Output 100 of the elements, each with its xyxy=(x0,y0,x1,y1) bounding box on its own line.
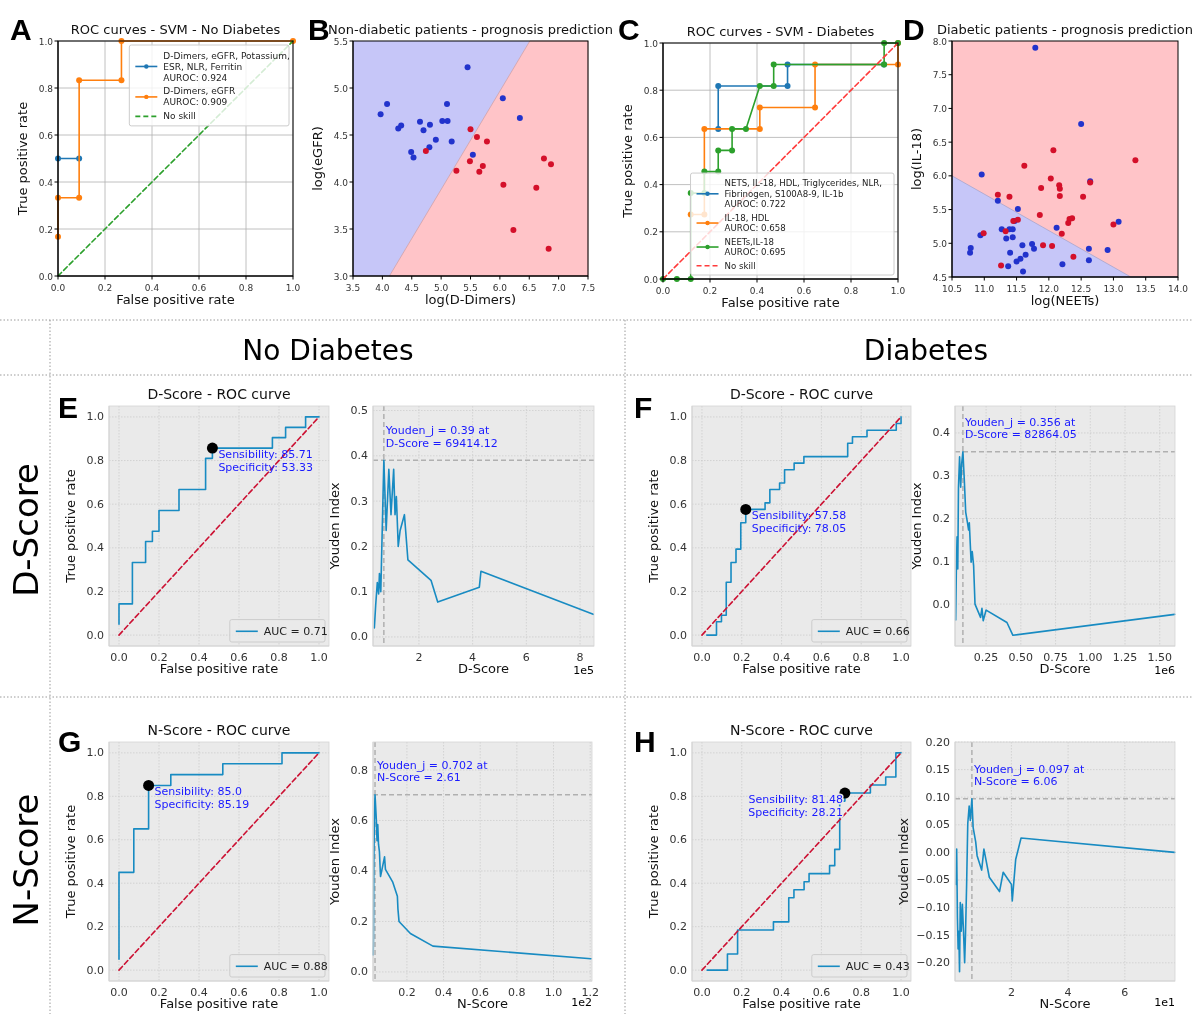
x-tick-label: 1.0 xyxy=(310,986,328,999)
x-tick-label: 6 xyxy=(522,651,530,664)
x-axis-title: log(D-Dimers) xyxy=(424,292,517,307)
x-tick-label: 4.0 xyxy=(375,283,390,293)
x-tick-label: 0.75 xyxy=(1043,651,1068,664)
y-tick-label: 1.0 xyxy=(669,410,687,424)
y-tick-label: 0.6 xyxy=(643,132,659,143)
x-axis-title: N-Score xyxy=(457,996,508,1011)
y-tick-label: 1.0 xyxy=(643,38,659,49)
y-tick-label: 0.05 xyxy=(925,818,950,832)
annotation: Youden_j = 0.702 at N-Score = 2.61 xyxy=(376,758,489,785)
y-axis-title: Youden Index xyxy=(908,482,924,571)
y-axis-title: True positive rate xyxy=(62,469,78,584)
x-tick-label: 0.6 xyxy=(796,286,812,296)
text: No Diabetes xyxy=(242,334,414,367)
y-tick-label: 0.4 xyxy=(350,864,368,878)
y-tick-label: 0.0 xyxy=(669,628,687,642)
x-tick-label: 4 xyxy=(1064,986,1072,999)
y-tick-label: 4.5 xyxy=(932,272,947,283)
y-tick-label: 0.4 xyxy=(86,876,104,890)
x-tick-label: 4 xyxy=(469,651,477,664)
text: 1e5 xyxy=(573,664,594,677)
x-tick-label: 0.6 xyxy=(471,986,489,999)
x-tick-label: 0.8 xyxy=(852,651,870,664)
x-axis-title: False positive rate xyxy=(721,295,840,310)
y-axis-title: Youden Index xyxy=(896,817,911,906)
text: E xyxy=(58,391,79,424)
x-tick-label: 14.0 xyxy=(1167,284,1189,294)
y-tick-label: 0.6 xyxy=(38,130,54,141)
y-tick-label: 0.4 xyxy=(932,426,950,440)
y-tick-label: 0.8 xyxy=(669,454,687,468)
y-tick-label: 0.0 xyxy=(669,963,687,977)
x-tick-label: 0.2 xyxy=(398,986,416,999)
x-axis-title: D-Score xyxy=(457,661,510,676)
x-tick-label: 0.0 xyxy=(110,986,128,999)
x-tick-label: 4.5 xyxy=(404,283,419,293)
y-axis-title: True positive rate xyxy=(645,804,661,920)
legend-label: D-Dimers, eGFR, Potassium, ESR, NLR, Ferritin AUROC: 0.924 xyxy=(163,50,290,83)
annotation: Youden_j = 0.39 at D-Score = 69414.12 xyxy=(384,424,498,450)
y-tick-label: 0.8 xyxy=(38,83,54,94)
x-tick-label: 1.0 xyxy=(892,986,910,999)
y-tick-label: 1.0 xyxy=(86,746,104,760)
y-axis-title: True positive rate xyxy=(645,469,661,584)
chart-title: N-Score - ROC curve xyxy=(730,722,873,738)
text: B xyxy=(308,13,330,46)
y-tick-label: 0.2 xyxy=(86,584,104,598)
x-tick-label: 0.0 xyxy=(693,986,711,999)
x-tick-label: 0.8 xyxy=(852,986,870,999)
y-tick-label: −0.05 xyxy=(916,873,950,887)
text: 1e1 xyxy=(1154,996,1175,1009)
chart-title: Diabetic patients - prognosis prediction xyxy=(936,22,1192,37)
x-axis-title: False positive rate xyxy=(742,996,861,1011)
x-tick-label: 0.6 xyxy=(191,283,207,293)
x-axis-title: False positive rate xyxy=(159,996,279,1011)
y-tick-label: 0.0 xyxy=(350,965,368,979)
text: 1e6 xyxy=(1154,664,1175,677)
x-tick-label: 0.2 xyxy=(97,283,113,293)
text: Diabetes xyxy=(863,334,989,367)
y-tick-label: 0.1 xyxy=(350,585,368,599)
y-tick-label: 0.6 xyxy=(350,813,368,827)
y-tick-label: 0.15 xyxy=(925,763,950,777)
x-tick-label: 1.0 xyxy=(892,651,910,664)
x-tick-label: 8 xyxy=(576,651,584,664)
y-tick-label: 5.0 xyxy=(333,83,349,94)
y-tick-label: 0.0 xyxy=(932,597,950,611)
x-tick-label: 0.0 xyxy=(655,286,671,296)
x-tick-label: 0.4 xyxy=(749,286,765,296)
x-tick-label: 10.5 xyxy=(941,284,963,294)
legend-label: AUC = 0.66 xyxy=(845,625,910,639)
y-tick-label: 3.5 xyxy=(333,224,348,235)
y-tick-label: 1.0 xyxy=(669,746,687,760)
y-tick-label: 0.00 xyxy=(925,845,950,859)
x-tick-label: 0.4 xyxy=(190,651,208,664)
x-tick-label: 11.5 xyxy=(1006,284,1027,294)
y-tick-label: 0.2 xyxy=(669,584,687,598)
x-axis-title: False positive rate xyxy=(116,292,235,307)
y-tick-label: 0.4 xyxy=(669,876,687,890)
y-tick-label: 0.2 xyxy=(643,227,658,238)
y-tick-label: 0.6 xyxy=(669,497,687,511)
text: D xyxy=(903,13,925,46)
x-tick-label: 0.0 xyxy=(693,651,711,664)
y-tick-label: 5.5 xyxy=(333,36,348,47)
y-tick-label: 0.6 xyxy=(86,833,104,847)
y-tick-label: 0.5 xyxy=(350,404,368,418)
annotation: Youden_j = 0.356 at D-Score = 82864.05 xyxy=(963,415,1077,442)
legend-label: No skill xyxy=(163,111,196,122)
legend-label: AUC = 0.43 xyxy=(845,960,910,974)
y-tick-label: 8.0 xyxy=(932,36,948,47)
x-axis-title: log(NEETs) xyxy=(1030,293,1100,308)
legend-label: IL-18, HDL AUROC: 0.658 xyxy=(724,212,786,234)
y-tick-label: −0.10 xyxy=(916,901,950,915)
x-tick-label: 0.8 xyxy=(270,986,288,999)
y-tick-label: 0.1 xyxy=(932,554,950,568)
y-tick-label: 0.8 xyxy=(86,789,104,803)
x-tick-label: 1.0 xyxy=(544,986,563,999)
y-tick-label: −0.20 xyxy=(916,956,950,970)
y-tick-label: 0.6 xyxy=(669,833,687,847)
text: D-Score xyxy=(6,463,46,597)
x-tick-label: 11.0 xyxy=(974,284,995,294)
y-tick-label: 0.2 xyxy=(350,914,368,928)
